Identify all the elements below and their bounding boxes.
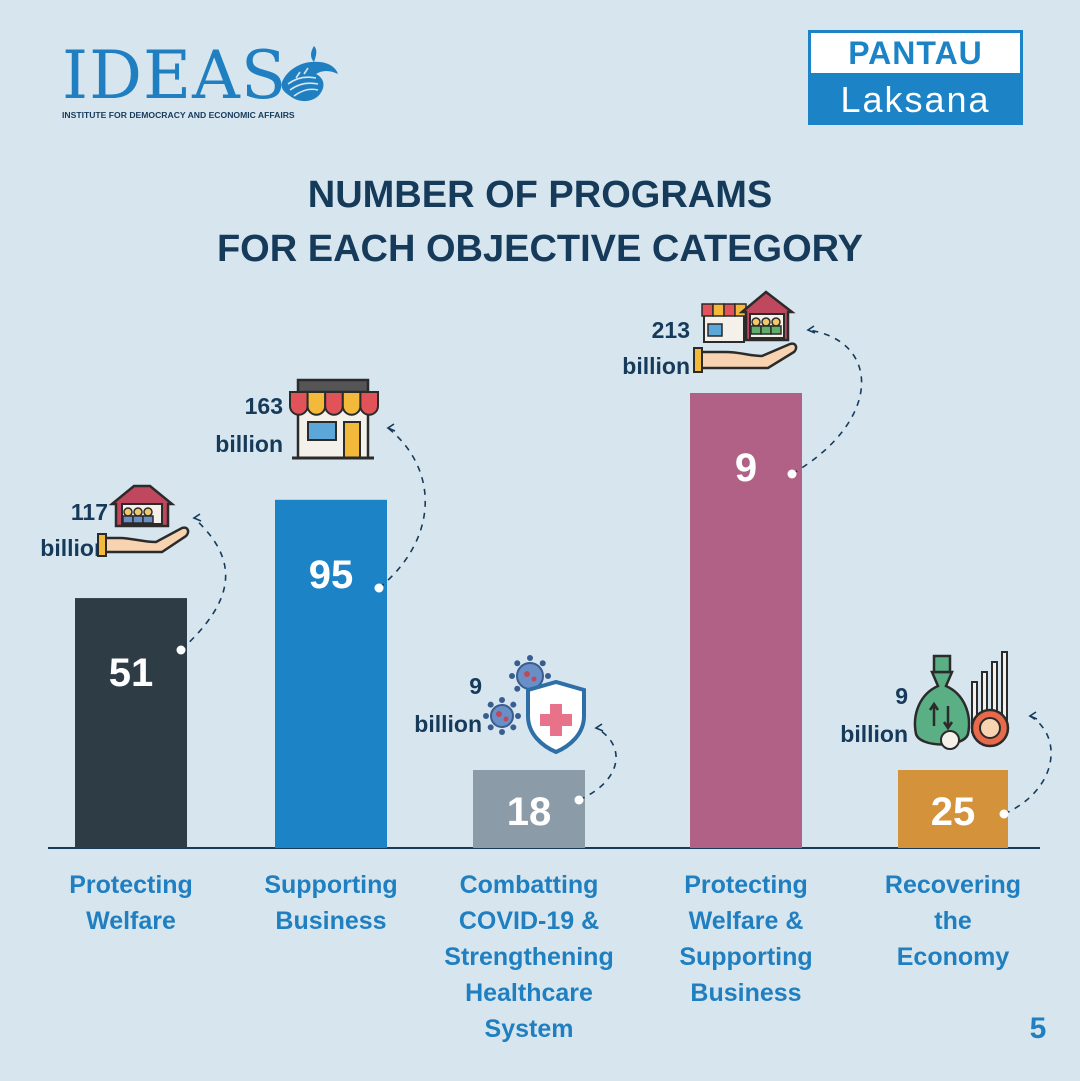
bar <box>473 770 585 848</box>
allocation-unit: billion <box>840 721 908 747</box>
bar-value-label: 18 <box>507 790 552 834</box>
bar-value-label: 9 <box>735 446 757 490</box>
allocation-unit: billion <box>622 353 690 379</box>
bar-value-label: 25 <box>931 790 976 834</box>
bar <box>898 770 1008 848</box>
category-label: Protecting Welfare & Supporting Business <box>679 871 812 1007</box>
connector-dot <box>999 809 1009 819</box>
connector-arrowhead <box>594 723 604 732</box>
shop-house-hand-icon <box>693 290 798 373</box>
bar-value-label: 51 <box>109 651 154 695</box>
ideas-tagline: INSTITUTE FOR DEMOCRACY AND ECONOMIC AFF… <box>62 110 295 120</box>
bar <box>75 598 187 848</box>
connector-line <box>378 427 427 589</box>
bar <box>275 499 387 848</box>
category-label: Supporting Business <box>264 871 397 935</box>
category-label-line: Welfare & <box>689 907 804 935</box>
category-label: Recovering the Economy <box>885 871 1021 971</box>
category-label-line: COVID-19 & <box>459 907 599 935</box>
category-label-line: System <box>485 1015 574 1043</box>
category-label-line: the <box>934 907 972 935</box>
allocation-unit: billion <box>414 711 482 737</box>
laksana-text: Laksana <box>808 76 1023 125</box>
allocation-amount: 9 <box>895 683 908 709</box>
connector-dot <box>787 469 797 479</box>
chart-title: NUMBER OF PROGRAMS FOR EACH OBJECTIVE CA… <box>0 168 1080 276</box>
category-label-line: Protecting <box>684 871 808 899</box>
bar-value-label: 95 <box>309 553 354 597</box>
category-label-line: Combatting <box>460 871 599 899</box>
chart-title-line2: FOR EACH OBJECTIVE CATEGORY <box>216 228 864 270</box>
category-label: Protecting Welfare <box>69 871 193 935</box>
category-label-line: Supporting <box>264 871 397 899</box>
virus-shield-icon <box>483 655 586 755</box>
bird-icon <box>281 46 338 102</box>
connector-line <box>180 517 227 651</box>
category-label-line: Business <box>275 907 386 935</box>
chart-title-line1: NUMBER OF PROGRAMS <box>307 174 773 216</box>
allocation-amount: 117 <box>71 499 108 525</box>
connector-line <box>791 329 863 475</box>
category-label: Combatting COVID-19 & Strengthening Healthc… <box>444 871 613 1043</box>
category-label-line: Supporting <box>679 943 812 971</box>
allocation-unit: billion <box>215 431 283 457</box>
allocation-unit: billion <box>40 535 108 561</box>
allocation-amount: 213 <box>652 317 690 343</box>
category-label-line: Healthcare <box>465 979 593 1007</box>
house-hand-icon <box>97 484 190 557</box>
connector-dot <box>176 645 186 655</box>
category-label-line: Business <box>690 979 801 1007</box>
connector-dot <box>574 795 584 805</box>
money-bag-growth-icon <box>913 651 1010 750</box>
connector-dot <box>374 583 384 593</box>
bar <box>690 393 802 848</box>
category-label-line: Strengthening <box>444 943 613 971</box>
category-label-line: Welfare <box>86 907 176 935</box>
pantau-laksana-logo: PANTAU Laksana <box>808 30 1023 125</box>
shop-icon <box>289 378 379 460</box>
connector-arrowhead <box>1028 711 1038 720</box>
allocation-amount: 9 <box>469 673 482 699</box>
connector-line <box>1003 715 1052 815</box>
connector-line <box>578 727 617 801</box>
category-label-line: Recovering <box>885 871 1021 899</box>
ideas-wordmark: IDEAS <box>62 37 288 114</box>
pantau-text: PANTAU <box>808 30 1023 76</box>
allocation-amount: 163 <box>245 393 283 419</box>
page-number: 5 <box>1029 1012 1047 1045</box>
ideas-logo: IDEAS INSTITUTE FOR DEMOCRACY AND ECONOM… <box>62 36 352 126</box>
category-label-line: Economy <box>897 943 1010 971</box>
connector-arrowhead <box>386 423 396 432</box>
connector-arrowhead <box>192 513 202 522</box>
connector-arrowhead <box>806 325 816 334</box>
category-label-line: Protecting <box>69 871 193 899</box>
